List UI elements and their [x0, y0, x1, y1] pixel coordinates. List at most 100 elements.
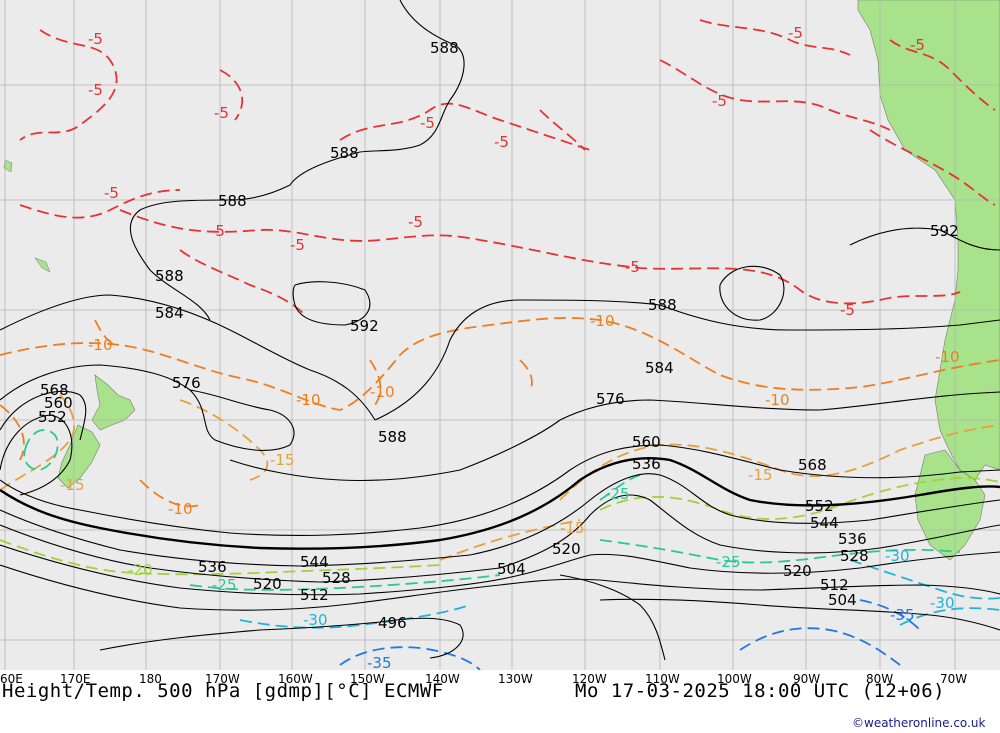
height-label: 576: [172, 374, 201, 392]
height-label: 588: [378, 428, 407, 446]
height-label: 496: [378, 614, 407, 632]
height-label: 544: [810, 514, 839, 532]
temp-label: -5: [104, 184, 119, 202]
height-label: 576: [596, 390, 625, 408]
temp-label: -10: [765, 391, 790, 409]
lon-label: 130W: [498, 672, 533, 686]
island-vanuatu: [3, 159, 13, 173]
island-fiji: [34, 257, 51, 273]
isotherm-minus25: [23, 429, 961, 591]
temp-label: -15: [270, 451, 295, 469]
temp-label: -5: [420, 114, 435, 132]
temp-label: -35: [890, 606, 915, 624]
new-zealand-north-island: [91, 374, 136, 431]
height-label: 552: [38, 408, 67, 426]
valid-time: Mo 17-03-2025 18:00 UTC (12+06): [575, 680, 945, 702]
temp-label: -5: [88, 30, 103, 48]
height-label: 528: [840, 547, 869, 565]
temp-labels: -5 -5 -5 -5 -5 -5 -5 -5 -5 -5 -5 -5 -5 -…: [60, 24, 960, 672]
longitude-labels: 60E 170E 180 170W 160W 150W 140W 130W 12…: [0, 672, 967, 686]
height-label: 592: [930, 222, 959, 240]
height-label: 544: [300, 553, 329, 571]
temp-label: -5: [408, 213, 423, 231]
height-label: 536: [198, 558, 227, 576]
height-label: 520: [783, 562, 812, 580]
temp-label: -5: [840, 301, 855, 319]
isotherm-minus20: [0, 477, 1000, 576]
height-label: 512: [300, 586, 329, 604]
temp-label: -10: [88, 336, 113, 354]
height-label: 520: [552, 540, 581, 558]
footer-band: [0, 670, 1000, 733]
height-label: 588: [430, 39, 459, 57]
temp-label: -15: [560, 519, 585, 537]
temp-label: -15: [60, 476, 85, 494]
height-labels: 588 588 588 592 588 584 592 576 568 560 …: [38, 39, 959, 632]
isotherm-minus5: [19, 19, 996, 316]
height-label: 588: [330, 144, 359, 162]
credit-text: ©weatheronline.co.uk: [852, 716, 985, 730]
temp-label: -25: [212, 576, 237, 594]
temp-label: -5: [494, 133, 509, 151]
height-label: 560: [44, 394, 73, 412]
height-contours: [0, 0, 1000, 661]
temp-label: -5: [625, 258, 640, 276]
temp-label: -10: [296, 391, 321, 409]
temp-label: -10: [370, 383, 395, 401]
height-label: 536: [838, 530, 867, 548]
height-label: 536: [632, 455, 661, 473]
lon-label: 160W: [278, 672, 313, 686]
lon-label: 120W: [572, 672, 607, 686]
lon-label: 170E: [60, 672, 91, 686]
height-label: 512: [820, 576, 849, 594]
temp-label: -25: [605, 485, 630, 503]
temp-label: -5: [788, 24, 803, 42]
height-label: 552: [805, 497, 834, 515]
temp-label: -25: [716, 553, 741, 571]
temp-label: -5: [210, 222, 225, 240]
temp-label: -5: [290, 236, 305, 254]
temp-label: -30: [303, 611, 328, 629]
lon-label: 110W: [645, 672, 680, 686]
height-label: 504: [497, 560, 526, 578]
temp-label: -10: [590, 312, 615, 330]
height-label: 592: [350, 317, 379, 335]
height-label: 560: [632, 433, 661, 451]
height-label: 528: [322, 569, 351, 587]
isotherm-minus30: [239, 559, 1000, 629]
lon-label: 90W: [793, 672, 820, 686]
temp-label: -10: [168, 500, 193, 518]
isotherm-minus35: [339, 599, 921, 671]
lon-label: 180: [139, 672, 162, 686]
lon-label: 170W: [205, 672, 240, 686]
temp-label: -5: [712, 92, 727, 110]
height-label: 584: [155, 304, 184, 322]
lon-label: 150W: [350, 672, 385, 686]
lon-label: 100W: [717, 672, 752, 686]
temp-label: -30: [930, 594, 955, 612]
isotherm-minus10: [0, 317, 1000, 508]
temp-label: -15: [748, 466, 773, 484]
height-label: 588: [218, 192, 247, 210]
lon-label: 80W: [866, 672, 893, 686]
temp-label: -20: [128, 561, 153, 579]
height-label: 584: [645, 359, 674, 377]
temp-label: -10: [935, 348, 960, 366]
height-label: 568: [798, 456, 827, 474]
temp-label: -5: [910, 36, 925, 54]
lon-label: 70W: [940, 672, 967, 686]
temp-label: -35: [367, 654, 392, 672]
height-label: 588: [155, 267, 184, 285]
map-title: Height/Temp. 500 hPa [gdmp][°C] ECMWF: [2, 680, 444, 702]
temp-label: -5: [88, 81, 103, 99]
patagonia-land: [914, 449, 986, 561]
height-label: 520: [253, 575, 282, 593]
temp-label: -5: [214, 104, 229, 122]
temp-label: -30: [885, 547, 910, 565]
lon-label: 140W: [425, 672, 460, 686]
height-label: 568: [40, 381, 69, 399]
height-label: 504: [828, 591, 857, 609]
height-label: 588: [648, 296, 677, 314]
lon-label: 60E: [0, 672, 23, 686]
